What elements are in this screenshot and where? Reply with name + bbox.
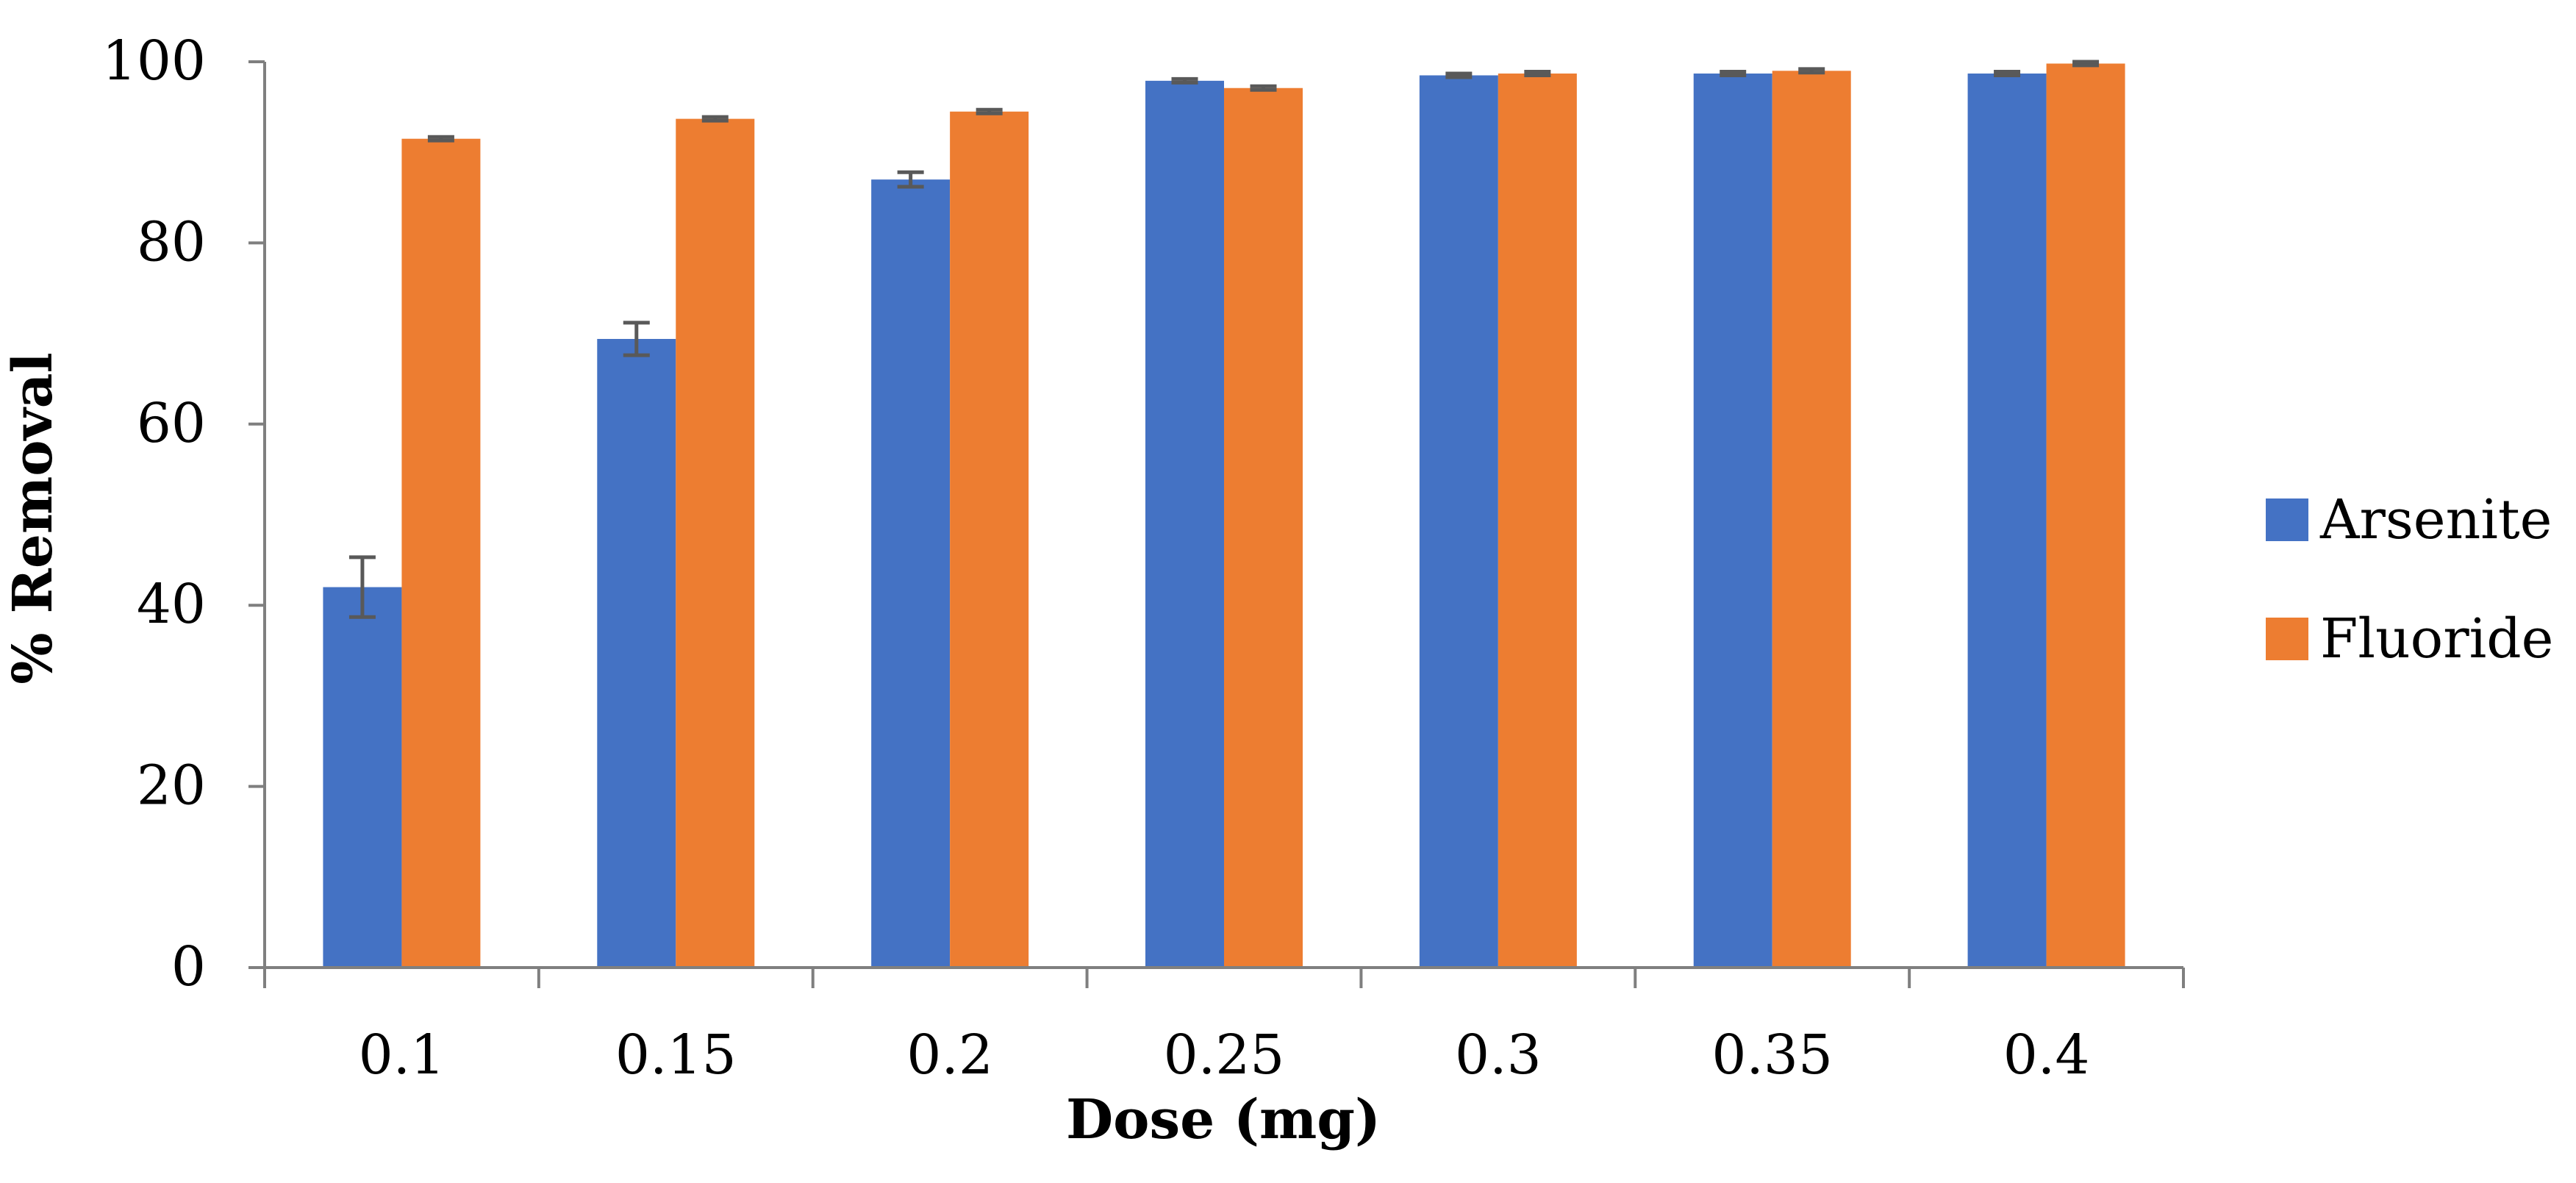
legend-swatch-arsenite xyxy=(2266,498,2308,541)
bar-arsenite-0.25 xyxy=(1145,80,1224,968)
x-axis-title: Dose (mg) xyxy=(1066,1088,1381,1151)
error-bar-fluoride-0.2 xyxy=(976,107,1003,115)
y-tick-labels: 0 20 40 60 80 100 xyxy=(102,29,206,998)
error-bar-arsenite-0.35 xyxy=(1720,70,1747,77)
legend-label-arsenite: Arsenite xyxy=(2319,488,2552,551)
x-tick-label-0.4: 0.4 xyxy=(2003,1023,2090,1087)
error-bar-arsenite-0.4 xyxy=(1994,70,2021,77)
bar-fluoride-0.1 xyxy=(401,138,481,968)
error-bar-arsenite-0.1 xyxy=(348,555,376,619)
axes-layer xyxy=(248,60,2185,988)
error-bar-fluoride-0.1 xyxy=(427,135,454,143)
legend-item-arsenite: Arsenite xyxy=(2266,488,2552,551)
bar-arsenite-0.4 xyxy=(1967,74,2047,968)
y-tick-label-20: 20 xyxy=(137,754,206,818)
y-tick-label-60: 60 xyxy=(137,392,206,455)
error-bar-arsenite-0.25 xyxy=(1171,76,1198,85)
bar-fluoride-0.35 xyxy=(1772,71,1851,968)
bar-arsenite-0.15 xyxy=(597,338,676,968)
y-axis-title: % Removal xyxy=(1,352,65,684)
y-tick-label-100: 100 xyxy=(102,29,206,93)
x-tick-label-0.35: 0.35 xyxy=(1711,1023,1833,1087)
x-tick-label-0.15: 0.15 xyxy=(615,1023,737,1087)
error-bar-fluoride-0.25 xyxy=(1250,84,1277,92)
x-tick-label-0.1: 0.1 xyxy=(359,1023,446,1087)
error-bars-layer xyxy=(348,60,2100,619)
x-tick-label-0.3: 0.3 xyxy=(1455,1023,1542,1087)
error-bar-arsenite-0.3 xyxy=(1445,71,1473,79)
y-tick-label-80: 80 xyxy=(137,210,206,274)
x-tick-labels: 0.1 0.15 0.2 0.25 0.3 0.35 0.4 xyxy=(359,1023,2090,1087)
bar-arsenite-0.3 xyxy=(1419,75,1498,968)
legend: Arsenite Fluoride xyxy=(2266,488,2553,671)
error-bar-fluoride-0.35 xyxy=(1798,67,1825,75)
legend-label-fluoride: Fluoride xyxy=(2320,607,2553,671)
bar-fluoride-0.15 xyxy=(676,118,755,968)
bar-fluoride-0.4 xyxy=(2046,63,2125,968)
error-bar-arsenite-0.15 xyxy=(623,321,650,357)
bar-arsenite-0.35 xyxy=(1693,74,1772,968)
bar-fluoride-0.2 xyxy=(950,111,1029,968)
legend-item-fluoride: Fluoride xyxy=(2266,607,2553,671)
error-bar-fluoride-0.4 xyxy=(2072,60,2100,68)
y-tick-label-0: 0 xyxy=(171,935,206,998)
bars-layer xyxy=(323,63,2125,968)
error-bar-arsenite-0.2 xyxy=(897,170,924,189)
legend-swatch-fluoride xyxy=(2266,618,2308,660)
error-bar-fluoride-0.3 xyxy=(1524,70,1551,77)
bar-arsenite-0.1 xyxy=(323,587,402,968)
bar-arsenite-0.2 xyxy=(871,179,951,968)
bar-fluoride-0.3 xyxy=(1498,74,1577,968)
error-bar-fluoride-0.15 xyxy=(701,115,729,123)
bar-fluoride-0.25 xyxy=(1224,87,1303,968)
x-tick-label-0.25: 0.25 xyxy=(1164,1023,1285,1087)
y-tick-label-40: 40 xyxy=(137,573,206,636)
x-tick-label-0.2: 0.2 xyxy=(906,1023,993,1087)
